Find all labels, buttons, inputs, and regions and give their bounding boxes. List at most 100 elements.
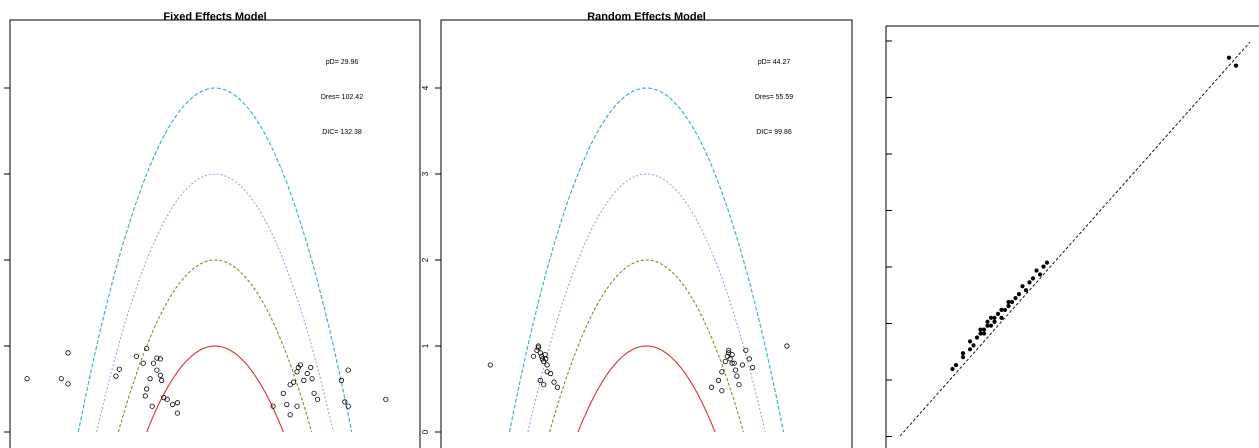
data-point <box>170 401 176 408</box>
data-point <box>960 355 966 360</box>
data-point <box>953 362 959 368</box>
data-point <box>985 319 990 324</box>
data-point <box>154 355 160 361</box>
data-point <box>992 315 997 320</box>
stat-label: DIC= 99.86 <box>756 129 792 136</box>
data-point <box>311 390 317 396</box>
data-point <box>270 403 276 409</box>
data-point <box>284 401 290 408</box>
data-point <box>164 396 170 402</box>
data-point <box>144 345 150 352</box>
y-tick-label: 2 <box>421 257 430 262</box>
data-point <box>1009 299 1015 305</box>
data-point <box>294 369 300 375</box>
data-point <box>784 343 790 349</box>
data-point <box>544 362 550 368</box>
data-point <box>157 372 163 378</box>
data-point <box>1027 280 1032 285</box>
data-point <box>345 367 351 373</box>
data-point <box>301 377 307 383</box>
data-point <box>967 339 973 344</box>
data-point <box>149 403 155 409</box>
data-point <box>58 376 64 382</box>
data-point <box>1023 288 1029 293</box>
data-point <box>999 315 1004 320</box>
data-point <box>304 370 310 377</box>
data-point <box>150 360 157 366</box>
data-point <box>154 367 160 373</box>
comparison-panel <box>885 25 1259 448</box>
data-point <box>1044 260 1050 265</box>
data-point <box>287 382 293 388</box>
parabola-level-2 <box>117 259 313 433</box>
data-point <box>999 307 1004 313</box>
data-point <box>554 384 561 390</box>
identity-line <box>899 41 1251 437</box>
data-point <box>743 347 749 353</box>
parabola-level-3 <box>527 173 766 433</box>
data-point <box>309 376 315 382</box>
data-point <box>995 311 1001 316</box>
data-point <box>342 399 348 405</box>
data-point <box>535 343 541 349</box>
data-point <box>739 362 746 368</box>
data-point <box>736 382 742 388</box>
data-point <box>750 364 756 371</box>
data-point <box>541 382 547 388</box>
parabola-level-1 <box>146 345 284 433</box>
y-tick-label: 1 <box>421 343 430 348</box>
data-point <box>116 366 122 372</box>
data-point <box>978 331 983 336</box>
random-effects-panel: Random Effects Model 0 1 2 3 4 pD= 44.27 Dres= … <box>421 11 853 448</box>
stat-label: pD= 29.96 <box>326 59 359 66</box>
data-point <box>981 327 987 332</box>
data-point <box>308 364 314 371</box>
data-point <box>960 351 966 356</box>
data-point <box>539 353 545 359</box>
data-point <box>967 347 973 352</box>
panel-title: Fixed Effects Model <box>163 11 266 23</box>
data-point <box>746 356 752 362</box>
data-point <box>1013 296 1018 301</box>
data-point <box>294 403 300 409</box>
data-point <box>174 410 181 416</box>
y-tick-label: 0 <box>421 429 430 434</box>
data-point <box>1006 299 1011 305</box>
data-point <box>174 400 181 406</box>
data-point <box>1016 292 1022 297</box>
data-point <box>287 412 293 418</box>
data-point <box>1020 284 1025 289</box>
parabola-level-1 <box>577 345 716 433</box>
data-point <box>724 353 730 359</box>
data-point <box>978 327 983 332</box>
parabola-level-4 <box>77 87 353 433</box>
parabola-level-3 <box>96 173 334 433</box>
data-point <box>1233 63 1239 68</box>
data-point <box>1226 55 1232 60</box>
data-point <box>1006 303 1011 309</box>
y-tick-label: 4 <box>421 85 430 90</box>
data-point <box>722 358 728 365</box>
data-point <box>157 356 163 362</box>
data-point <box>159 377 165 383</box>
data-point <box>708 384 715 390</box>
data-point <box>383 396 389 402</box>
data-point <box>537 350 543 356</box>
data-point <box>1034 268 1039 273</box>
data-point <box>142 393 148 399</box>
data-point <box>1041 264 1046 269</box>
data-point <box>981 331 987 336</box>
data-point <box>65 350 71 356</box>
data-point <box>113 373 119 379</box>
data-point <box>537 377 543 383</box>
stat-label: Dres= 55.59 <box>755 94 793 101</box>
data-point <box>992 319 997 324</box>
data-point <box>1002 307 1008 313</box>
data-point <box>543 356 549 362</box>
data-point <box>297 362 304 368</box>
data-point <box>715 377 722 383</box>
data-point <box>535 345 541 351</box>
parabola-level-2 <box>549 259 744 433</box>
data-point <box>719 388 725 394</box>
data-point <box>65 381 71 387</box>
